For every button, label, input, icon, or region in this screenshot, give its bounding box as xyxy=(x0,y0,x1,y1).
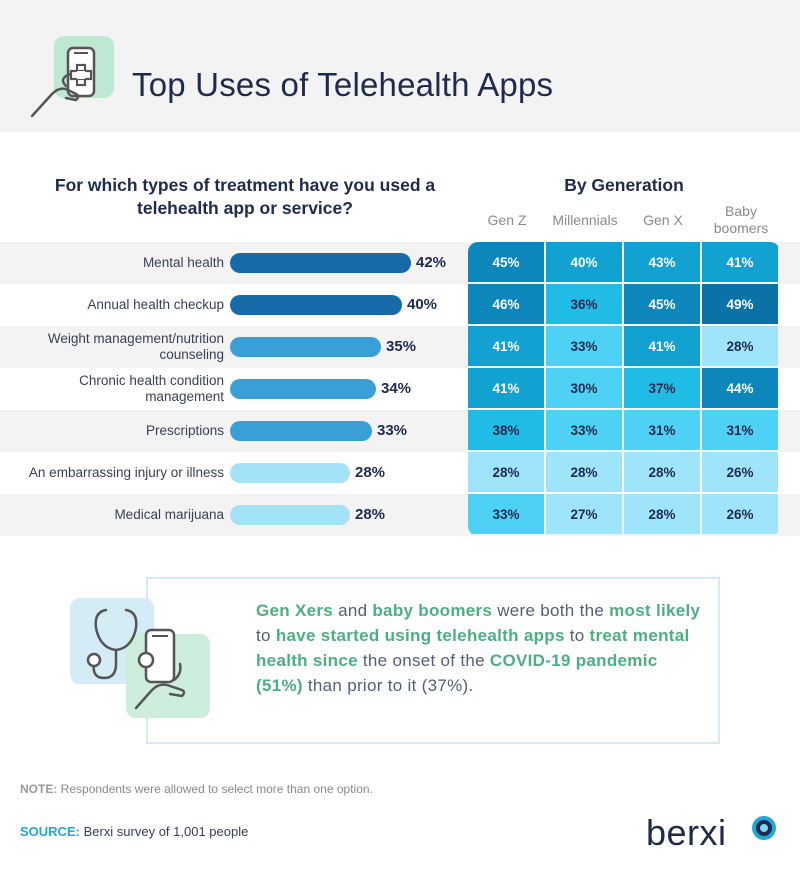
callout-segment: and xyxy=(333,601,373,620)
callout-highlight: baby boomers xyxy=(372,601,493,620)
bar xyxy=(230,505,350,525)
bar xyxy=(230,463,350,483)
heatmap-cell: 38% xyxy=(468,410,544,450)
header-band xyxy=(0,0,800,132)
callout-text: Gen Xers and baby boomers were both the … xyxy=(256,598,706,698)
heatmap-cell: 49% xyxy=(702,284,778,324)
source-line: SOURCE: Berxi survey of 1,001 people xyxy=(20,824,248,839)
category-label: Annual health checkup xyxy=(87,297,224,312)
callout-highlight: COVID-19 pandemic (51%) xyxy=(256,651,658,695)
heatmap-cell: 40% xyxy=(546,242,622,282)
note-text: Respondents were allowed to select more … xyxy=(57,782,373,796)
heatmap-cell: 28% xyxy=(624,452,700,492)
heatmap-cell: 26% xyxy=(702,452,778,492)
heatmap-cell: 31% xyxy=(702,410,778,450)
bar-value-label: 35% xyxy=(386,338,417,355)
bar xyxy=(230,421,372,441)
phone-medical-icon xyxy=(30,36,114,118)
callout-segment: than prior to it (37%). xyxy=(302,676,474,695)
heatmap-cell: 43% xyxy=(624,242,700,282)
heatmap-cell: 37% xyxy=(624,368,700,408)
bar-value-label: 28% xyxy=(355,464,386,481)
generation-title: By Generation xyxy=(564,175,684,195)
bar-value-label: 34% xyxy=(381,380,412,397)
heatmap-cell: 27% xyxy=(546,494,622,534)
bar-value-label: 33% xyxy=(377,422,408,439)
heatmap-cell: 28% xyxy=(546,452,622,492)
heatmap-cell: 41% xyxy=(468,326,544,366)
heatmap-cell: 45% xyxy=(624,284,700,324)
callout-segment: to xyxy=(256,626,276,645)
callout-segment: were both the xyxy=(492,601,610,620)
generation-heatmap: 45% 40% 43% 41% 46% 36% 45% 49% 41% 33% 41% 28% 41% 3… xyxy=(468,242,780,536)
callout-highlight: Gen Xers xyxy=(256,601,334,620)
heatmap-cell: 33% xyxy=(468,494,544,534)
bar-value-label: 42% xyxy=(416,254,447,271)
callout-segment: the onset of the xyxy=(357,651,490,670)
bar xyxy=(230,295,402,315)
bar-value-label: 28% xyxy=(355,506,386,523)
generation-column-label: Millennials xyxy=(552,211,618,228)
generation-column-label: Gen Z xyxy=(487,211,527,228)
callout-highlight: have started using telehealth apps xyxy=(275,626,565,645)
category-label: Chronic health condition management xyxy=(79,373,224,404)
category-label: Weight management/nutrition counseling xyxy=(47,331,224,362)
bar xyxy=(230,337,381,357)
generation-column-label: Baby boomers xyxy=(713,203,769,236)
heatmap-cell: 33% xyxy=(546,326,622,366)
heatmap-cell: 45% xyxy=(468,242,544,282)
berxi-logo-mark xyxy=(752,816,776,840)
source-text: Berxi survey of 1,001 people xyxy=(79,824,249,839)
bar xyxy=(230,379,376,399)
heatmap-cell: 28% xyxy=(468,452,544,492)
heatmap-cell: 41% xyxy=(702,242,778,282)
source-label: SOURCE: xyxy=(20,824,80,839)
heatmap-cell: 36% xyxy=(546,284,622,324)
heatmap-cell: 28% xyxy=(624,494,700,534)
callout-segment: to xyxy=(564,626,590,645)
page-title: Top Uses of Telehealth Apps xyxy=(132,66,554,103)
category-label: Medical marijuana xyxy=(114,507,224,522)
category-label: An embarrassing injury or illness xyxy=(28,465,224,480)
category-label: Mental health xyxy=(142,255,224,270)
heatmap-cell: 26% xyxy=(702,494,778,534)
brand-logo: berxi xyxy=(646,812,727,853)
callout-highlight: most likely xyxy=(609,601,701,620)
heatmap-cell: 30% xyxy=(546,368,622,408)
stethoscope-phone-icon xyxy=(70,598,210,718)
callout-highlight: treat mental health since xyxy=(256,626,690,670)
bar-value-label: 40% xyxy=(407,296,438,313)
bar xyxy=(230,253,411,273)
heatmap-cell: 28% xyxy=(702,326,778,366)
category-label: Prescriptions xyxy=(145,423,224,438)
heatmap-cell: 31% xyxy=(624,410,700,450)
footnote: NOTE: Respondents were allowed to select… xyxy=(20,782,373,796)
heatmap-cell: 44% xyxy=(702,368,778,408)
heatmap-cell: 41% xyxy=(624,326,700,366)
heatmap-cell: 46% xyxy=(468,284,544,324)
note-label: NOTE: xyxy=(20,782,58,796)
survey-question: For which types of treatment have you us… xyxy=(54,175,436,218)
heatmap-cell: 41% xyxy=(468,368,544,408)
generation-column-label: Gen X xyxy=(643,211,683,228)
heatmap-cell: 33% xyxy=(546,410,622,450)
